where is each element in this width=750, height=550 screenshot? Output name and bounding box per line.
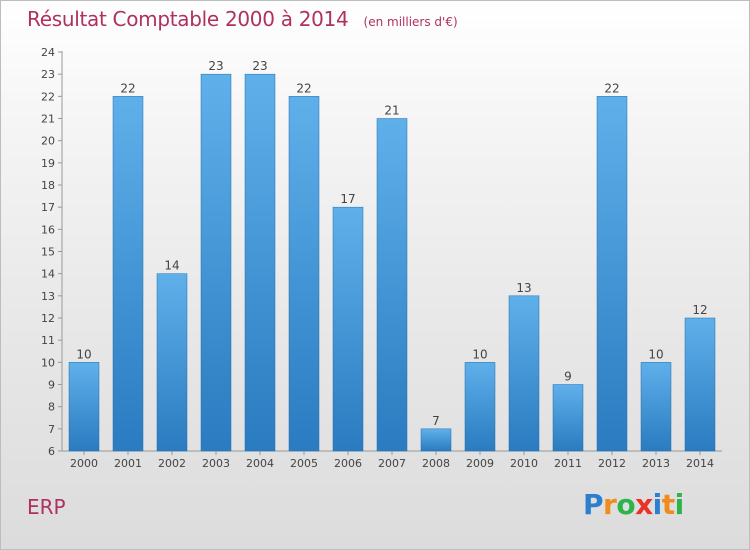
data-label: 10 — [76, 347, 91, 361]
x-tick-label: 2005 — [290, 457, 318, 470]
bar-2008 — [420, 428, 452, 452]
y-tick-label: 8 — [48, 401, 55, 414]
bars — [68, 73, 716, 452]
logo-letter: o — [616, 488, 636, 521]
x-tick-label: 2014 — [686, 457, 714, 470]
bar-2003 — [200, 73, 232, 452]
x-tick-label: 2004 — [246, 457, 274, 470]
chart-title: Résultat Comptable 2000 à 2014 — [27, 7, 349, 31]
bar-2004 — [244, 73, 276, 452]
bar-2014 — [684, 317, 716, 452]
y-tick-label: 17 — [41, 201, 55, 214]
y-axis: 6 7 8 9 10 11 12 13 14 15 16 17 18 19 20 21 22 23 24 — [41, 46, 63, 458]
logo-letter: t — [661, 488, 675, 521]
data-labels: 10 22 14 23 23 22 17 21 7 10 13 9 22 10 12 — [76, 59, 707, 428]
data-label: 12 — [692, 303, 707, 317]
data-label: 22 — [296, 81, 311, 95]
logo-letter: P — [583, 488, 604, 521]
proxiti-logo[interactable]: Proxiti — [583, 488, 684, 521]
y-tick-label: 7 — [48, 423, 55, 436]
y-tick-label: 11 — [41, 334, 55, 347]
data-label: 14 — [164, 259, 179, 273]
x-tick-label: 2011 — [554, 457, 582, 470]
bar-2012 — [596, 96, 628, 452]
data-label: 7 — [432, 414, 440, 428]
y-tick-label: 9 — [48, 379, 55, 392]
y-tick-label: 19 — [41, 157, 55, 170]
x-tick-label: 2009 — [466, 457, 494, 470]
y-tick-label: 13 — [41, 290, 55, 303]
bar-2000 — [68, 362, 100, 452]
y-tick-label: 6 — [48, 445, 55, 458]
data-label: 9 — [564, 370, 572, 384]
data-label: 22 — [120, 81, 135, 95]
bar-2013 — [640, 362, 672, 452]
bar-2011 — [552, 384, 584, 452]
y-tick-label: 22 — [41, 90, 55, 103]
x-tick-label: 2010 — [510, 457, 538, 470]
data-label: 10 — [472, 347, 487, 361]
x-tick-label: 2001 — [114, 457, 142, 470]
data-label: 23 — [208, 59, 223, 73]
y-tick-label: 15 — [41, 246, 55, 259]
title-row: Résultat Comptable 2000 à 2014 (en milli… — [27, 7, 458, 31]
data-label: 10 — [648, 347, 663, 361]
x-axis: 2000 2001 2002 2003 2004 2005 2006 2007 2008 2009… — [62, 450, 722, 470]
y-tick-label: 10 — [41, 356, 55, 369]
data-label: 23 — [252, 59, 267, 73]
logo-letter: i — [652, 488, 663, 521]
y-tick-label: 18 — [41, 179, 55, 192]
footer-label: ERP — [27, 495, 66, 519]
y-tick-label: 20 — [41, 135, 55, 148]
x-tick-label: 2008 — [422, 457, 450, 470]
bar-2002 — [156, 273, 188, 452]
y-tick-label: 14 — [41, 268, 55, 281]
bar-2009 — [464, 362, 496, 452]
bar-2005 — [288, 96, 320, 452]
bar-2001 — [112, 96, 144, 452]
bar-2006 — [332, 206, 364, 452]
data-label: 22 — [604, 81, 619, 95]
y-tick-label: 21 — [41, 113, 55, 126]
x-tick-label: 2012 — [598, 457, 626, 470]
data-label: 13 — [516, 281, 531, 295]
data-label: 17 — [340, 192, 355, 206]
y-tick-label: 16 — [41, 223, 55, 236]
logo-letter: r — [603, 488, 617, 521]
logo-letter: i — [674, 488, 685, 521]
x-tick-label: 2000 — [70, 457, 98, 470]
y-tick-label: 23 — [41, 68, 55, 81]
bar-2007 — [376, 118, 408, 452]
x-tick-label: 2006 — [334, 457, 362, 470]
y-tick-label: 12 — [41, 312, 55, 325]
x-tick-label: 2003 — [202, 457, 230, 470]
chart-subtitle: (en milliers d'€) — [363, 15, 458, 29]
bar-2010 — [508, 295, 540, 452]
x-tick-label: 2007 — [378, 457, 406, 470]
logo-letter: x — [635, 488, 653, 521]
x-tick-label: 2013 — [642, 457, 670, 470]
data-label: 21 — [384, 104, 399, 118]
y-tick-label: 24 — [41, 46, 55, 59]
x-tick-label: 2002 — [158, 457, 186, 470]
